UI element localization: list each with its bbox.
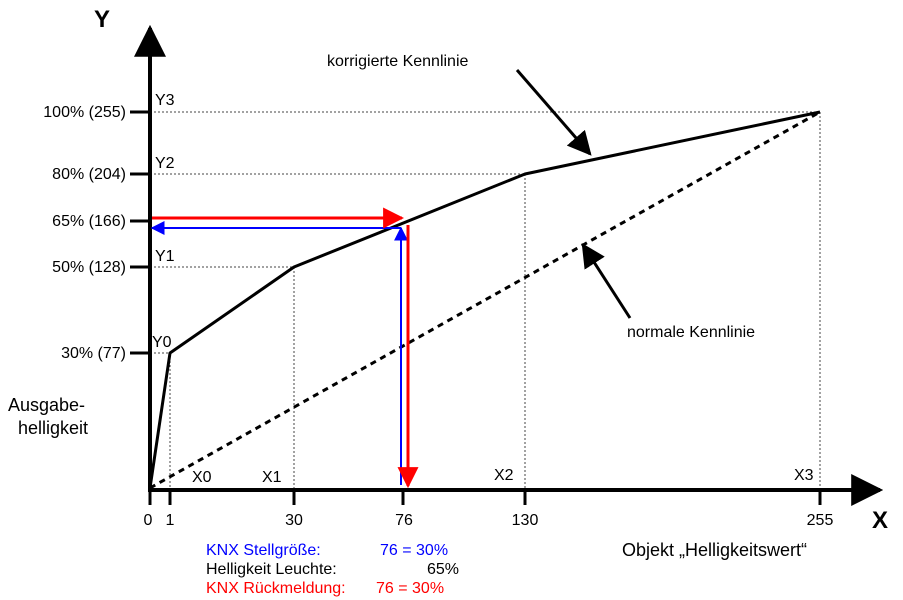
- legend-feedback-label: KNX Rückmeldung:: [206, 580, 346, 597]
- x-point-label: X1: [262, 469, 282, 486]
- normal-label-pointer: [581, 242, 632, 319]
- legend-brightness-value: 65%: [427, 561, 459, 578]
- x-tick-label: 76: [395, 512, 413, 529]
- x-tick-label: 30: [285, 512, 303, 529]
- y-tick-label: 80% (204): [52, 166, 126, 183]
- corrected-curve-label: korrigierte Kennlinie: [327, 53, 469, 70]
- x-tick-label: 1: [166, 512, 175, 529]
- y-tick-label: 100% (255): [43, 104, 126, 121]
- x-tick-label: 0: [144, 512, 153, 529]
- legend-request-value: 76 = 30%: [380, 542, 448, 559]
- x-axis-title: X: [872, 507, 888, 534]
- y-side-label-line1: Ausgabe-: [8, 395, 85, 415]
- normal-curve-label: normale Kennlinie: [627, 324, 755, 341]
- x-point-label: X0: [192, 469, 212, 486]
- legend-feedback-value: 76 = 30%: [376, 580, 444, 597]
- x-tick-label: 255: [807, 512, 834, 529]
- helper-lines: [150, 111, 821, 488]
- x-tick-marks: [148, 490, 822, 505]
- y-axis-title: Y: [94, 6, 110, 33]
- x-point-label: X2: [494, 467, 514, 484]
- y-point-label: Y2: [155, 155, 175, 172]
- x-tick-label: 130: [512, 512, 539, 529]
- corrected-curve: [148, 110, 821, 489]
- y-tick-label: 50% (128): [52, 259, 126, 276]
- y-tick-label: 65% (166): [52, 213, 126, 230]
- x-point-label: X3: [794, 467, 814, 484]
- normal-curve: [149, 110, 821, 490]
- legend-request-label: KNX Stellgröße:: [206, 542, 321, 559]
- legend-brightness-label: Helligkeit Leuchte:: [206, 561, 337, 578]
- y-tick-marks: [130, 110, 150, 355]
- y-side-label-line2: helligkeit: [18, 418, 88, 438]
- y-point-label: Y1: [155, 248, 175, 265]
- x-side-label: Objekt „Helligkeitswert“: [622, 540, 807, 560]
- corrected-label-pointer: [515, 69, 592, 156]
- y-point-label: Y0: [152, 334, 172, 351]
- y-tick-label: 30% (77): [61, 345, 126, 362]
- y-point-label: Y3: [155, 92, 175, 109]
